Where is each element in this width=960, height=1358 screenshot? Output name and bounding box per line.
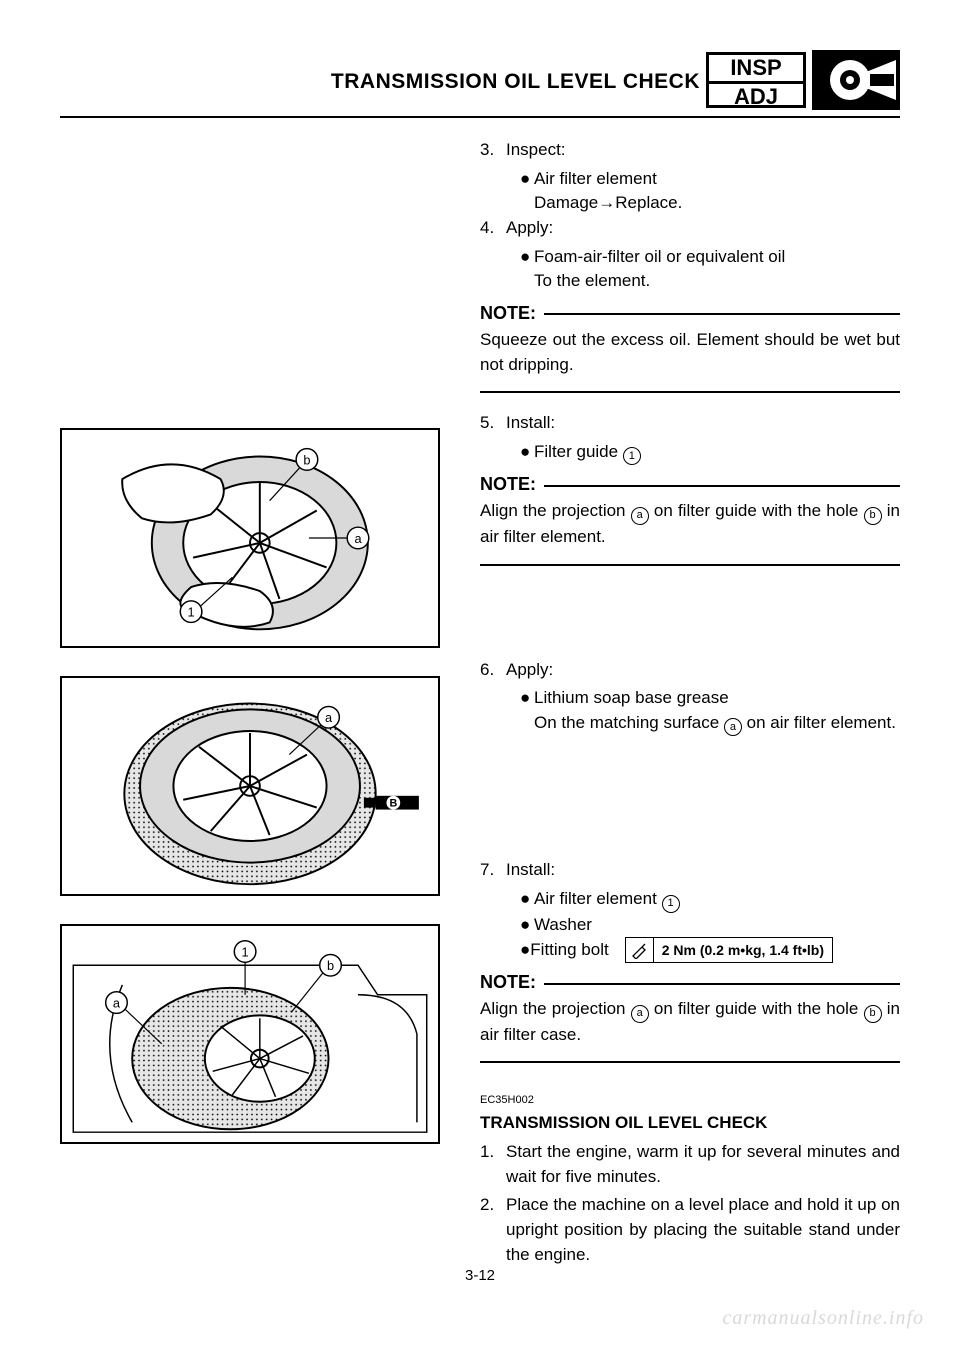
fig1-label-1: 1 [188, 605, 195, 620]
figure-grease-apply: a B [60, 676, 440, 896]
sub-s1-text: Start the engine, warm it up for several… [506, 1142, 900, 1186]
step-6-b1: Lithium soap base grease [534, 688, 729, 707]
note-2-a: Align the projection [480, 501, 631, 520]
separator [480, 1061, 900, 1063]
note-2-head: NOTE: [480, 471, 900, 497]
step-6-title: Apply: [506, 660, 553, 679]
step-4: 4.Apply: [480, 216, 900, 241]
watermark: carmanualsonline.info [722, 1307, 924, 1330]
step-4-num: 4. [480, 216, 506, 241]
text-column: 3.Inspect: ●Air filter element Damage→Re… [480, 138, 900, 1271]
step-6: 6.Apply: [480, 658, 900, 683]
step-4-title: Apply: [506, 218, 553, 237]
step-3-title: Inspect: [506, 140, 566, 159]
step-7-b2: Washer [534, 915, 592, 934]
step-3: 3.Inspect: [480, 138, 900, 163]
step-5: 5.Install: [480, 411, 900, 436]
step-3-b1b: Damage→Replace. [534, 193, 682, 212]
sub-step-2: 2.Place the machine on a level place and… [480, 1193, 900, 1267]
ref-b: b [864, 507, 882, 525]
note-3-head: NOTE: [480, 969, 900, 995]
ref-a-3: a [631, 1005, 649, 1023]
fig3-label-1: 1 [242, 944, 249, 959]
sub-step-1: 1.Start the engine, warm it up for sever… [480, 1140, 900, 1189]
step-3-num: 3. [480, 138, 506, 163]
step-4-b1: Foam-air-filter oil or equivalent oil [534, 247, 785, 266]
subsection-title: TRANSMISSION OIL LEVEL CHECK [480, 1111, 900, 1136]
fig1-label-a: a [354, 531, 362, 546]
fig2-label-B: B [389, 798, 397, 810]
page-header: TRANSMISSION OIL LEVEL CHECK INSP ADJ [60, 50, 900, 114]
step-7-b1: Air filter element [534, 889, 662, 908]
note-2-body: Align the projection a on filter guide w… [480, 499, 900, 549]
note-1-body: Squeeze out the excess oil. Element shou… [480, 328, 900, 377]
fig2-label-a: a [325, 710, 333, 725]
sub-s2-text: Place the machine on a level place and h… [506, 1195, 900, 1263]
step-6-b1b-a: On the matching surface [534, 713, 724, 732]
ref-1: 1 [623, 447, 641, 465]
torque-spec: 2 Nm (0.2 m•kg, 1.4 ft•lb) [625, 937, 833, 963]
fig3-label-a: a [113, 995, 121, 1010]
step-3-b1: Air filter element [534, 169, 657, 188]
step-5-b1: Filter guide [534, 442, 623, 461]
note-2-b: on filter guide with the hole [649, 501, 864, 520]
ref-a: a [631, 507, 649, 525]
header-tag-bottom: ADJ [709, 81, 803, 110]
step-5-num: 5. [480, 411, 506, 436]
step-4-b1b: To the element. [534, 271, 650, 290]
ref-1b: 1 [662, 895, 680, 913]
separator [480, 564, 900, 566]
step-6-num: 6. [480, 658, 506, 683]
header-tag-top: INSP [709, 55, 803, 81]
note-3-b: on filter guide with the hole [649, 999, 864, 1018]
step-7-title: Install: [506, 860, 555, 879]
separator [480, 391, 900, 393]
header-title: TRANSMISSION OIL LEVEL CHECK [331, 70, 700, 94]
figure-element-install: 1 b a [60, 924, 440, 1144]
header-rule [60, 116, 900, 118]
ref-a-2: a [724, 718, 742, 736]
fig3-label-b: b [327, 958, 334, 973]
torque-value: 2 Nm (0.2 m•kg, 1.4 ft•lb) [654, 940, 832, 960]
ref-b-2: b [864, 1005, 882, 1023]
torque-icon [626, 938, 654, 962]
figure-column: b a 1 [60, 138, 480, 1271]
sub-s1-num: 1. [480, 1140, 506, 1165]
fig1-label-b: b [303, 452, 310, 467]
step-6-b1b-b: on air filter element. [742, 713, 896, 732]
step-7-b3: Fitting bolt [530, 940, 608, 959]
step-5-title: Install: [506, 413, 555, 432]
inspection-icon [812, 50, 900, 110]
figure-filter-guide-install: b a 1 [60, 428, 440, 648]
note-3-a: Align the projection [480, 999, 631, 1018]
step-7: 7.Install: [480, 858, 900, 883]
header-tag-box: INSP ADJ [706, 52, 806, 108]
note-1-head: NOTE: [480, 300, 900, 326]
sub-s2-num: 2. [480, 1193, 506, 1218]
page-number: 3-12 [0, 1267, 960, 1284]
note-3-body: Align the projection a on filter guide w… [480, 997, 900, 1047]
step-7-num: 7. [480, 858, 506, 883]
subsection-code: EC35H002 [480, 1093, 900, 1109]
